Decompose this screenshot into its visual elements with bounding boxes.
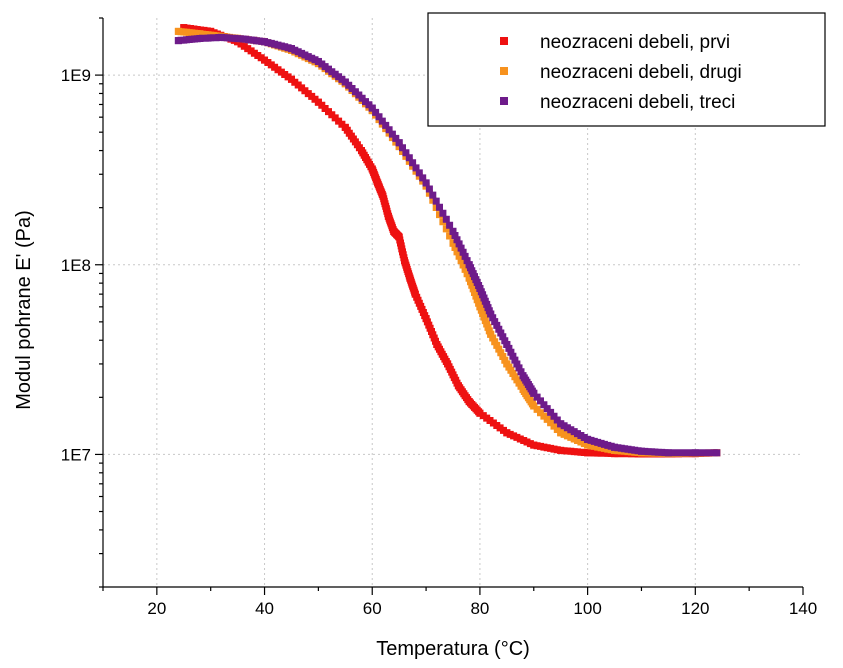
x-tick-label: 60: [363, 599, 382, 618]
data-point: [691, 449, 699, 457]
data-point: [713, 449, 721, 457]
data-point: [368, 104, 376, 112]
data-point: [341, 78, 349, 86]
data-point: [401, 257, 409, 265]
data-point: [530, 441, 538, 449]
data-point: [395, 233, 403, 241]
data-point: [287, 75, 295, 83]
data-point: [664, 449, 672, 457]
data-point: [368, 165, 376, 173]
data-point: [406, 274, 414, 282]
data-point: [174, 27, 182, 35]
data-point: [239, 35, 247, 43]
data-point: [217, 33, 225, 41]
data-point: [449, 227, 457, 235]
data-point: [503, 360, 511, 368]
data-point: [519, 372, 527, 380]
x-tick-label: 120: [681, 599, 709, 618]
data-point: [557, 446, 565, 454]
axes: [102, 18, 803, 588]
x-tick-label: 20: [147, 599, 166, 618]
data-point: [287, 45, 295, 53]
data-point: [261, 38, 269, 46]
legend-marker: [500, 97, 508, 105]
data-point: [444, 360, 452, 368]
legend-marker: [500, 37, 508, 45]
data-point: [584, 449, 592, 457]
data-point: [503, 340, 511, 348]
legend-box: [427, 12, 826, 127]
data-point: [637, 447, 645, 455]
data-point: [465, 274, 473, 282]
data-point: [180, 24, 188, 32]
data-point: [341, 123, 349, 131]
data-point: [314, 57, 322, 65]
x-tick-label: 100: [573, 599, 601, 618]
data-point: [465, 398, 473, 406]
data-point: [465, 261, 473, 269]
data-point: [584, 441, 592, 449]
series-3: [174, 33, 721, 457]
data-point: [379, 192, 387, 200]
data-point: [395, 139, 403, 147]
legend-entry: neozraceni debeli, drugi: [540, 62, 742, 83]
data-point: [196, 30, 204, 38]
data-point: [476, 409, 484, 417]
data-point: [314, 98, 322, 106]
data-point: [357, 147, 365, 155]
data-point: [422, 179, 430, 187]
data-point: [261, 56, 269, 64]
legend-entry: neozraceni debeli, treci: [540, 92, 735, 113]
data-point: [411, 290, 419, 298]
data-point: [530, 389, 538, 397]
data-point: [433, 340, 441, 348]
series-layer: [174, 24, 721, 458]
series-1: [180, 24, 721, 458]
data-point: [454, 382, 462, 390]
legend: neozraceni debeli, prvi neozraceni debeli…: [427, 12, 826, 127]
x-tick-label: 40: [255, 599, 274, 618]
y-tick-label: 1E7: [61, 445, 91, 464]
data-point: [374, 179, 382, 187]
data-point: [390, 227, 398, 235]
data-point: [476, 284, 484, 292]
y-axis-label: Modul pohrane E' (Pa): [13, 210, 35, 409]
legend-marker: [500, 67, 508, 75]
ticks: 20 40 60 80 100 120 140 1E7 1E8 1E9: [61, 17, 817, 618]
data-point: [519, 385, 527, 393]
legend-entry: neozraceni debeli, prvi: [540, 32, 730, 53]
data-point: [530, 402, 538, 410]
x-axis-label: Temperatura (°C): [376, 638, 530, 660]
y-tick-label: 1E8: [61, 256, 91, 275]
data-point: [196, 34, 204, 42]
data-point: [449, 239, 457, 247]
x-tick-label: 80: [470, 599, 489, 618]
data-point: [422, 315, 430, 323]
data-point: [503, 429, 511, 437]
data-point: [487, 310, 495, 318]
series-markers: [180, 24, 718, 458]
x-tick-label: 140: [789, 599, 817, 618]
data-point: [584, 435, 592, 443]
data-point: [487, 330, 495, 338]
data-point: [384, 212, 392, 220]
data-point: [557, 429, 565, 437]
y-tick-label: 1E9: [61, 66, 91, 85]
data-point: [476, 303, 484, 311]
data-point: [611, 443, 619, 451]
data-point: [557, 420, 565, 428]
data-point: [174, 37, 182, 45]
